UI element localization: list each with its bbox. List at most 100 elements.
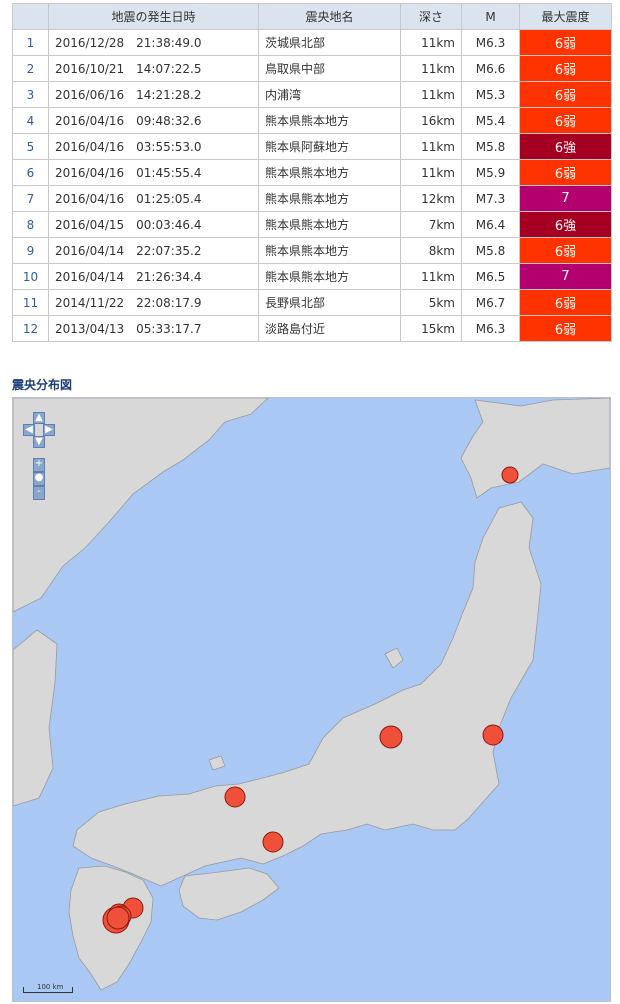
- scale-line: [23, 987, 73, 993]
- header-epicenter: 震央地名: [258, 3, 401, 30]
- row-depth: 7km: [400, 211, 462, 238]
- row-number[interactable]: 11: [12, 289, 49, 316]
- row-datetime: 2016/04/16 09:48:32.6: [48, 107, 259, 134]
- row-datetime: 2014/11/22 22:08:17.9: [48, 289, 259, 316]
- row-number[interactable]: 3: [12, 81, 49, 108]
- row-depth: 15km: [400, 315, 462, 342]
- table-row[interactable]: 9 2016/04/14 22:07:35.2 熊本県熊本地方 8km M5.8…: [12, 237, 612, 264]
- pan-down-button[interactable]: ▼: [33, 436, 45, 448]
- epicenter-marker-1[interactable]: [482, 724, 504, 746]
- pan-right-button[interactable]: ▶: [43, 424, 55, 436]
- row-datetime: 2016/04/15 00:03:46.4: [48, 211, 259, 238]
- row-datetime: 2016/04/14 22:07:35.2: [48, 237, 259, 264]
- header-magnitude: M: [461, 3, 520, 30]
- row-depth: 11km: [400, 81, 462, 108]
- row-depth: 11km: [400, 159, 462, 186]
- row-epicenter: 熊本県熊本地方: [258, 107, 401, 134]
- header-no: [12, 3, 49, 30]
- row-datetime: 2016/06/16 14:21:28.2: [48, 81, 259, 108]
- row-epicenter: 茨城県北部: [258, 29, 401, 56]
- row-number[interactable]: 12: [12, 315, 49, 342]
- map-navigation-controls: ▲ ◀ ▶ ▼ + ● -: [23, 412, 55, 504]
- row-depth: 12km: [400, 185, 462, 212]
- epicenter-map[interactable]: ▲ ◀ ▶ ▼ + ● - 100 km: [12, 397, 611, 1002]
- row-number[interactable]: 2: [12, 55, 49, 82]
- row-epicenter: 鳥取県中部: [258, 55, 401, 82]
- table-row[interactable]: 10 2016/04/14 21:26:34.4 熊本県熊本地方 11km M6…: [12, 263, 612, 290]
- epicenter-marker-12[interactable]: [262, 831, 284, 853]
- epicenter-marker-3[interactable]: [501, 466, 519, 484]
- row-epicenter: 淡路島付近: [258, 315, 401, 342]
- row-datetime: 2016/12/28 21:38:49.0: [48, 29, 259, 56]
- table-row[interactable]: 8 2016/04/15 00:03:46.4 熊本県熊本地方 7km M6.4…: [12, 211, 612, 238]
- map-title: 震央分布図: [12, 378, 73, 392]
- row-epicenter: 熊本県阿蘇地方: [258, 133, 401, 160]
- landmass-oki: [208, 755, 226, 771]
- row-intensity-badge: 6弱: [519, 237, 612, 264]
- row-epicenter: 長野県北部: [258, 289, 401, 316]
- row-intensity-badge: 6強: [519, 211, 612, 238]
- row-number[interactable]: 7: [12, 185, 49, 212]
- header-max-intensity: 最大震度: [519, 3, 612, 30]
- row-datetime: 2016/04/14 21:26:34.4: [48, 263, 259, 290]
- row-intensity-badge: 6弱: [519, 289, 612, 316]
- row-intensity-badge: 6弱: [519, 315, 612, 342]
- row-number[interactable]: 4: [12, 107, 49, 134]
- row-datetime: 2013/04/13 05:33:17.7: [48, 315, 259, 342]
- row-magnitude: M6.7: [461, 289, 520, 316]
- row-magnitude: M7.3: [461, 185, 520, 212]
- row-magnitude: M6.6: [461, 55, 520, 82]
- row-magnitude: M6.3: [461, 315, 520, 342]
- zoom-out-button[interactable]: -: [33, 486, 45, 500]
- row-intensity-badge: 7: [519, 185, 612, 212]
- row-epicenter: 熊本県熊本地方: [258, 237, 401, 264]
- landmass-shikoku: [178, 867, 280, 921]
- map-canvas[interactable]: [13, 398, 610, 1001]
- row-number[interactable]: 5: [12, 133, 49, 160]
- landmass-mainland-asia: [13, 398, 269, 613]
- row-number[interactable]: 10: [12, 263, 49, 290]
- table-row[interactable]: 12 2013/04/13 05:33:17.7 淡路島付近 15km M6.3…: [12, 315, 612, 342]
- row-magnitude: M5.9: [461, 159, 520, 186]
- row-depth: 11km: [400, 263, 462, 290]
- table-row[interactable]: 3 2016/06/16 14:21:28.2 内浦湾 11km M5.3 6弱: [12, 81, 612, 108]
- row-number[interactable]: 9: [12, 237, 49, 264]
- zoom-in-button[interactable]: +: [33, 458, 45, 472]
- table-row[interactable]: 11 2014/11/22 22:08:17.9 長野県北部 5km M6.7 …: [12, 289, 612, 316]
- row-intensity-badge: 6弱: [519, 81, 612, 108]
- zoom-reset-button[interactable]: ●: [33, 472, 45, 486]
- row-number[interactable]: 6: [12, 159, 49, 186]
- map-scale-bar: 100 km: [23, 981, 75, 993]
- table-row[interactable]: 6 2016/04/16 01:45:55.4 熊本県熊本地方 11km M5.…: [12, 159, 612, 186]
- row-magnitude: M5.4: [461, 107, 520, 134]
- row-datetime: 2016/04/16 03:55:53.0: [48, 133, 259, 160]
- table-row[interactable]: 1 2016/12/28 21:38:49.0 茨城県北部 11km M6.3 …: [12, 29, 612, 56]
- epicenter-markers: [102, 466, 519, 934]
- row-magnitude: M5.8: [461, 237, 520, 264]
- row-depth: 11km: [400, 55, 462, 82]
- row-datetime: 2016/10/21 14:07:22.5: [48, 55, 259, 82]
- row-magnitude: M5.8: [461, 133, 520, 160]
- landmass-hokkaido: [460, 398, 610, 499]
- row-depth: 16km: [400, 107, 462, 134]
- table-row[interactable]: 5 2016/04/16 03:55:53.0 熊本県阿蘇地方 11km M5.…: [12, 133, 612, 160]
- epicenter-marker-11[interactable]: [379, 725, 403, 749]
- table-row[interactable]: 7 2016/04/16 01:25:05.4 熊本県熊本地方 12km M7.…: [12, 185, 612, 212]
- row-intensity-badge: 6弱: [519, 55, 612, 82]
- row-depth: 8km: [400, 237, 462, 264]
- row-intensity-badge: 7: [519, 263, 612, 290]
- pan-up-button[interactable]: ▲: [33, 412, 45, 424]
- table-row[interactable]: 4 2016/04/16 09:48:32.6 熊本県熊本地方 16km M5.…: [12, 107, 612, 134]
- epicenter-marker-2[interactable]: [224, 786, 246, 808]
- row-number[interactable]: 8: [12, 211, 49, 238]
- pan-left-button[interactable]: ◀: [23, 424, 35, 436]
- table-row[interactable]: 2 2016/10/21 14:07:22.5 鳥取県中部 11km M6.6 …: [12, 55, 612, 82]
- landmass-honshu: [72, 501, 542, 887]
- row-magnitude: M5.3: [461, 81, 520, 108]
- row-epicenter: 熊本県熊本地方: [258, 263, 401, 290]
- row-number[interactable]: 1: [12, 29, 49, 56]
- row-depth: 11km: [400, 133, 462, 160]
- epicenter-marker-10[interactable]: [106, 906, 130, 930]
- row-epicenter: 熊本県熊本地方: [258, 159, 401, 186]
- landmass-sado: [384, 647, 404, 669]
